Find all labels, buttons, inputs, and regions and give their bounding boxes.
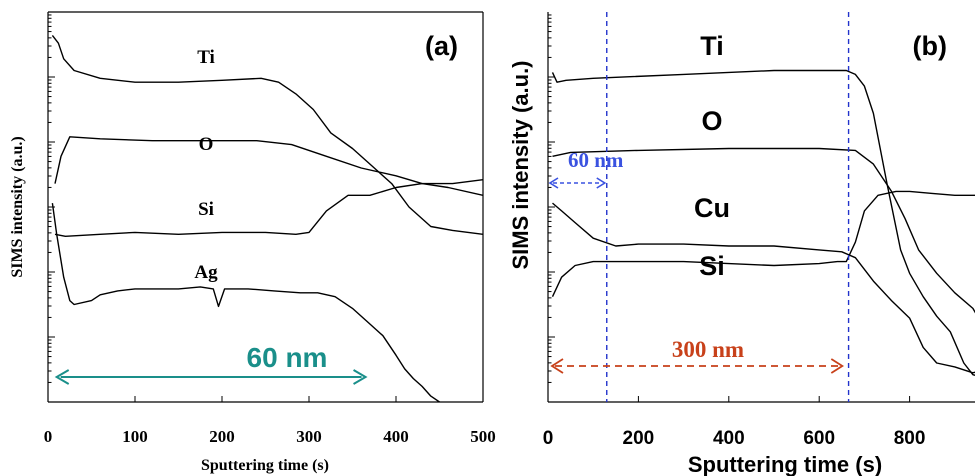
x-tick-label: 0 (543, 428, 554, 449)
series-label-o: O (199, 134, 214, 155)
arrow-head-left (550, 358, 564, 374)
series-label-cu: Cu (694, 193, 730, 223)
x-tick-label: 400 (383, 427, 409, 446)
series-label-o: O (701, 106, 722, 136)
series-line-ti (51, 34, 483, 235)
series-line-o (54, 136, 483, 196)
arrow-head-left (54, 369, 70, 385)
thickness-arrow-300nm: 300 nm (550, 337, 844, 374)
x-tick-label: 100 (122, 427, 148, 446)
panel-label: (b) (913, 31, 947, 61)
arrow-head-left (548, 177, 559, 189)
annotation-60nm-b: 60 nm (568, 148, 624, 172)
series-label-ti: Ti (700, 31, 724, 61)
series-line-cu (552, 202, 975, 374)
chart-panel-a: 0 100 200 300 400 500 Sputtering time (s) SIMS … (9, 11, 496, 474)
x-tick-label: 200 (209, 427, 235, 446)
y-axis-label: SIMS intensity (a.u.) (9, 136, 26, 277)
y-axis-label: SIMS intensity (a.u.) (508, 60, 533, 269)
thickness-arrow-60nm-a: 60 nm (54, 342, 368, 385)
series-label-ti: Ti (197, 47, 215, 68)
x-tick-label: 300 (296, 427, 322, 446)
annotation-60nm: 60 nm (247, 342, 328, 373)
series-line-si (54, 179, 483, 237)
x-tick-label: 800 (894, 428, 926, 449)
x-tick-label: 400 (713, 428, 745, 449)
arrow-head-right (596, 177, 607, 189)
series-label-si: Si (699, 251, 725, 281)
thickness-arrow-60nm-b: 60 nm (548, 148, 624, 189)
series-line-o (552, 147, 975, 314)
x-tick-label: 0 (44, 427, 53, 446)
series-line-ag (51, 203, 440, 402)
x-tick-label: 500 (470, 427, 496, 446)
series-label-ag: Ag (194, 262, 218, 283)
x-axis-label: Sputtering time (s) (201, 457, 329, 474)
arrow-head-right (830, 358, 844, 374)
series-line-ti (551, 69, 975, 376)
x-tick-label: 200 (623, 428, 655, 449)
series-label-si: Si (198, 199, 214, 220)
x-axis-label: Sputtering time (s) (688, 452, 882, 476)
series-line-si (551, 190, 975, 297)
panel-label: (a) (425, 31, 458, 61)
x-tick-label: 600 (803, 428, 835, 449)
arrow-head-right (353, 369, 368, 385)
chart-panel-b: 0 200 400 600 800 Sputtering time (s) SIMS int… (508, 12, 975, 476)
annotation-300nm: 300 nm (672, 337, 744, 362)
